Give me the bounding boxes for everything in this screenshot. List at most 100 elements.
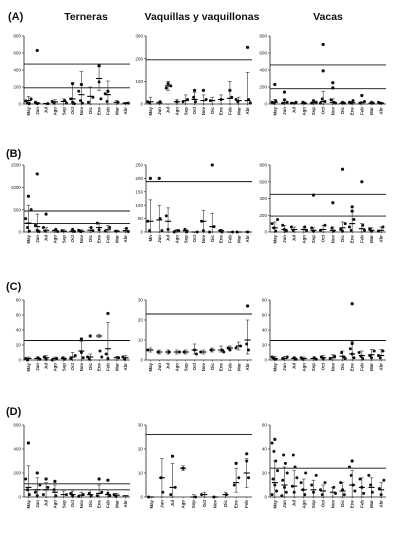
- x-tick-label: Nov: [79, 234, 84, 243]
- panel-B2: 0 50 100 150 200 250 Mn Jun Jul Ago Sep Oct Nov Dic En…: [135, 163, 252, 244]
- outlier-point: [321, 69, 325, 73]
- data-point: [340, 351, 344, 354]
- data-point: [201, 229, 205, 233]
- x-tick-label: Jun: [35, 107, 40, 115]
- x-tick-label: Nov: [79, 106, 84, 115]
- y-tick-label: 500: [13, 207, 21, 212]
- x-tick-label: Jul: [44, 363, 49, 369]
- outlier-point: [331, 201, 335, 205]
- data-point: [295, 476, 299, 480]
- data-point: [81, 356, 85, 360]
- y-tick-label: 80: [16, 298, 22, 303]
- x-tick-label: Feb: [105, 235, 110, 243]
- data-point: [185, 230, 189, 234]
- data-point: [26, 488, 30, 492]
- data-point: [79, 99, 83, 103]
- data-point: [289, 225, 293, 229]
- x-tick-label: Jul: [292, 235, 297, 241]
- x-tick-label: Jul: [292, 107, 297, 113]
- y-tick-label: 800: [13, 34, 21, 39]
- outlier-point: [340, 167, 345, 171]
- y-tick-label: 60: [262, 313, 268, 318]
- data-point: [245, 459, 249, 463]
- y-tick-label: 0: [140, 495, 143, 500]
- x-tick-label: Oct: [202, 499, 207, 507]
- x-tick-label: Mar: [236, 363, 241, 371]
- y-tick-label: 40: [16, 328, 22, 333]
- data-point: [29, 208, 33, 212]
- data-point: [283, 98, 286, 102]
- data-point: [64, 101, 68, 105]
- x-tick-label: Nov: [201, 234, 206, 243]
- x-tick-label: Ene: [350, 499, 355, 508]
- outlier-point: [331, 86, 335, 90]
- x-tick-label: May: [148, 362, 153, 371]
- x-tick-label: Jun: [157, 107, 162, 115]
- x-tick-label: Dic: [88, 106, 93, 113]
- data-point: [352, 217, 356, 221]
- y-tick-label: 0: [140, 358, 143, 363]
- y-tick-label: 200: [135, 176, 143, 181]
- x-tick-label: Sep: [61, 363, 66, 371]
- data-point: [280, 494, 284, 498]
- y-tick-label: 80: [262, 298, 268, 303]
- data-point: [97, 80, 101, 84]
- column-title-terneras: Terneras: [64, 11, 108, 23]
- y-tick-label: 40: [262, 328, 268, 333]
- x-tick-label: Jun: [282, 235, 287, 243]
- data-point: [370, 356, 373, 360]
- outlier-point: [157, 176, 161, 180]
- data-point: [38, 483, 42, 487]
- x-tick-label: Nov: [330, 106, 335, 115]
- x-tick-label: Ene: [350, 106, 355, 115]
- data-point: [299, 481, 303, 485]
- data-point: [343, 222, 347, 226]
- x-tick-label: Mar: [114, 107, 119, 115]
- x-tick-label: Jun: [282, 500, 287, 508]
- data-point: [312, 490, 315, 494]
- data-point: [274, 99, 278, 103]
- y-tick-label: 0: [18, 102, 21, 107]
- data-point: [103, 229, 107, 233]
- data-point: [72, 102, 76, 106]
- data-point: [41, 226, 45, 230]
- data-point: [27, 102, 31, 106]
- x-tick-label: Jul: [44, 500, 49, 506]
- outlier-point: [106, 89, 110, 93]
- panel-A1: 0 200 400 600 800 May Jun Jul Ago Sep Oct Nov Dic Ene…: [13, 34, 130, 116]
- data-point: [50, 358, 54, 362]
- x-tick-label: Dic: [223, 499, 228, 506]
- outlier-point: [360, 180, 364, 184]
- data-point: [35, 494, 39, 498]
- outlier-point: [311, 193, 316, 197]
- data-point: [285, 471, 289, 475]
- x-tick-label: Jun: [282, 107, 287, 115]
- outlier-point: [166, 82, 170, 86]
- y-tick-label: 1000: [11, 185, 22, 190]
- data-point: [148, 229, 152, 233]
- data-point: [332, 485, 336, 489]
- outlier-point: [350, 205, 354, 209]
- y-tick-label: 0: [264, 358, 267, 363]
- data-point: [303, 225, 307, 229]
- x-tick-label: Oct: [192, 362, 197, 370]
- y-tick-label: 0: [264, 495, 267, 500]
- x-tick-label: Abr: [379, 363, 384, 371]
- x-tick-label: Jul: [166, 235, 171, 241]
- x-tick-label: May: [272, 106, 277, 115]
- outlier-point: [106, 311, 110, 316]
- x-tick-label: Feb: [227, 235, 232, 243]
- data-point: [348, 347, 352, 351]
- x-tick-label: Dic: [340, 499, 345, 506]
- data-point: [246, 348, 250, 352]
- y-tick-label: 200: [13, 471, 21, 476]
- data-point: [273, 483, 277, 487]
- y-tick-label: 0: [140, 102, 143, 107]
- x-tick-label: May: [272, 362, 277, 371]
- x-tick-label: Oct: [321, 362, 326, 370]
- y-tick-label: 300: [135, 34, 143, 39]
- data-point: [194, 352, 198, 356]
- data-point: [27, 493, 31, 497]
- x-tick-label: Sep: [61, 500, 66, 508]
- x-tick-label: Sep: [191, 500, 196, 508]
